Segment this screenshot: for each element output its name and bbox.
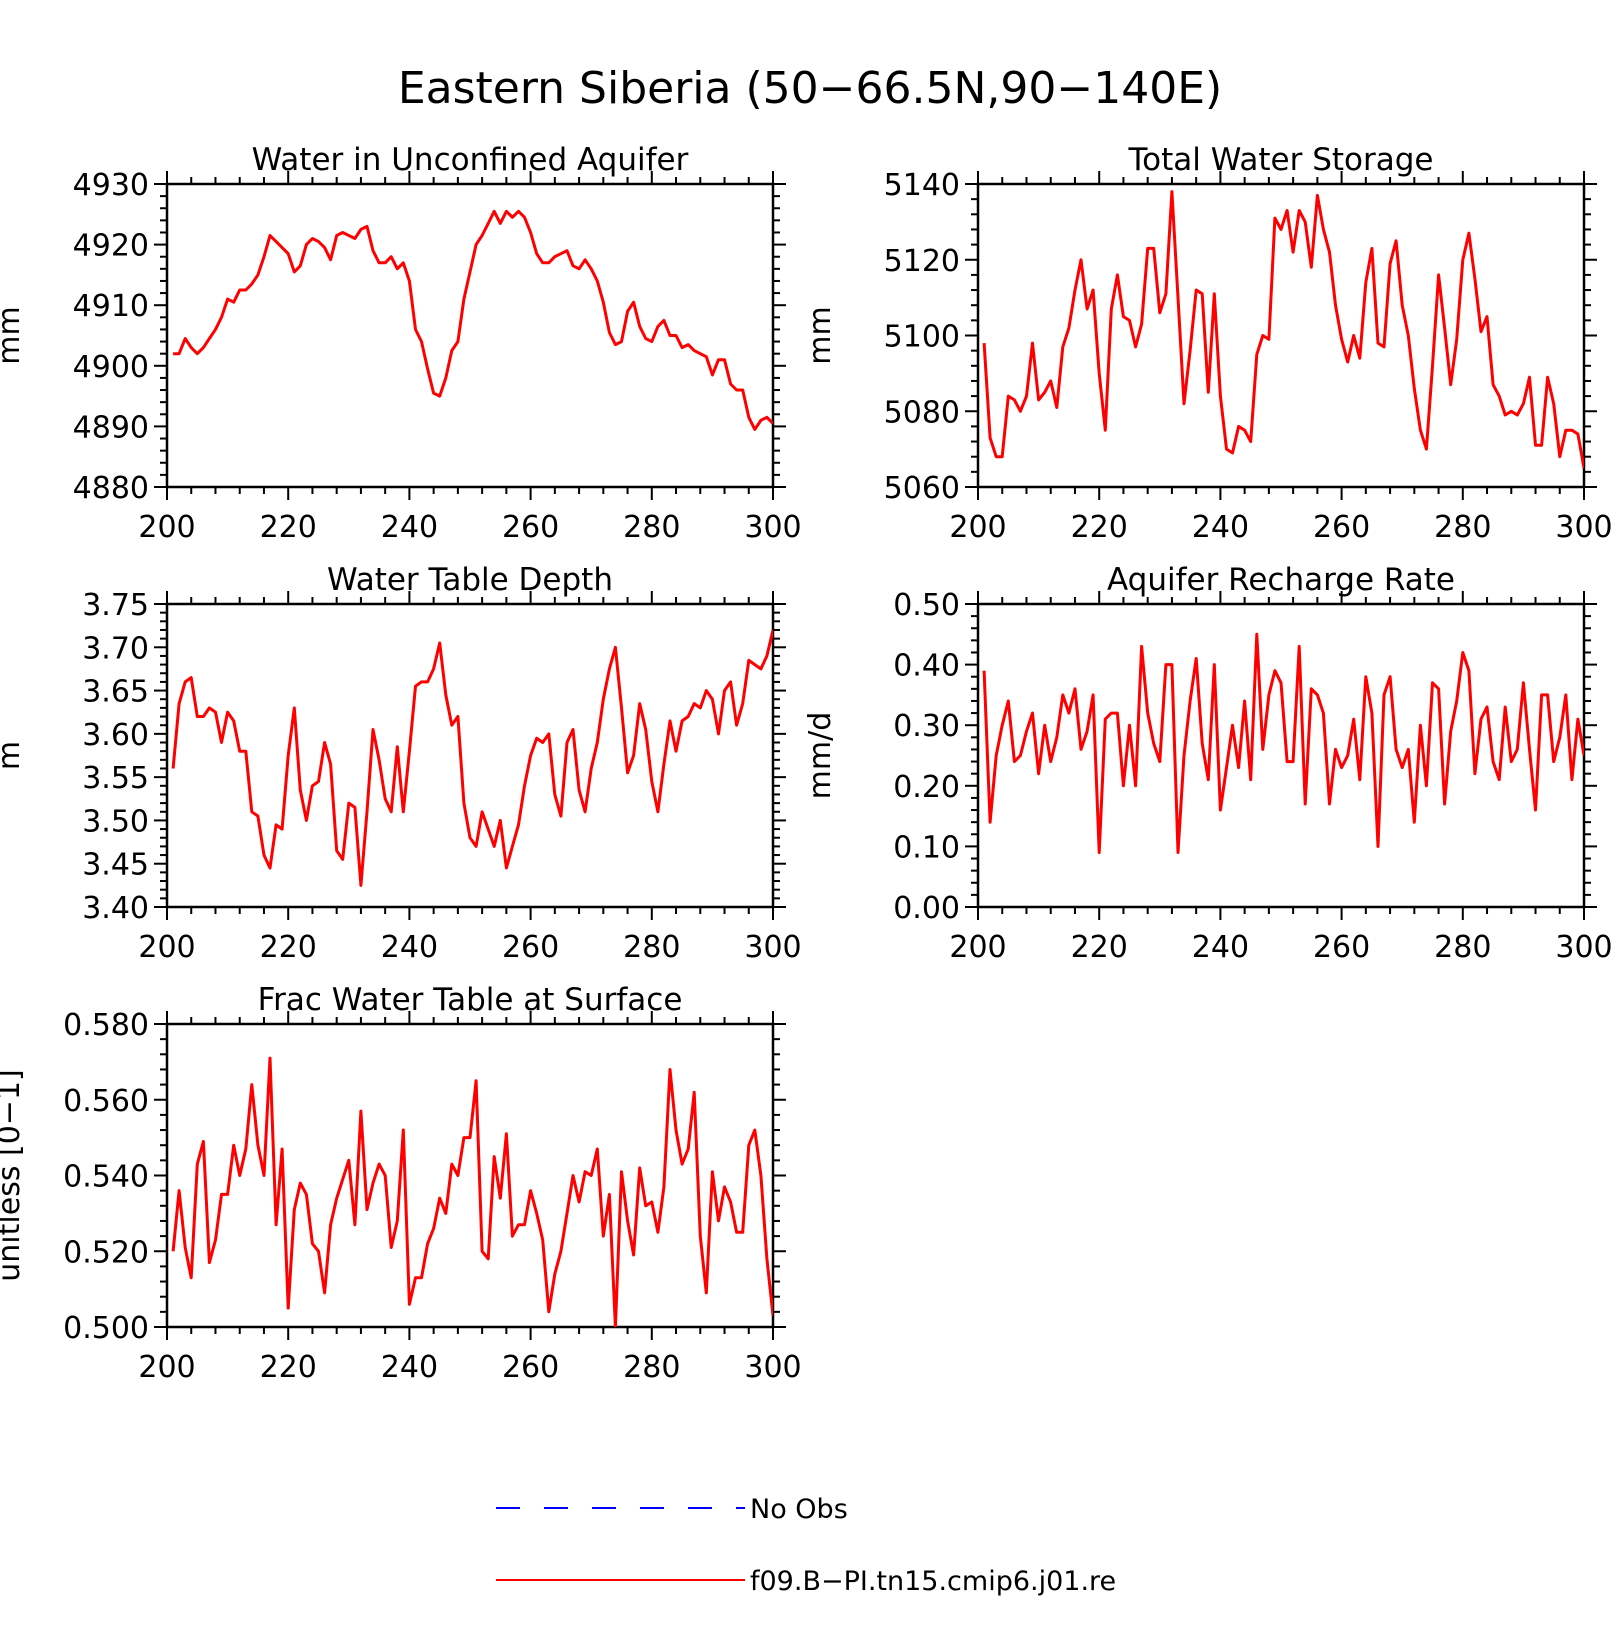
x-tick-label: 280 — [623, 930, 680, 965]
x-tick-label: 260 — [502, 510, 559, 545]
legend-label: f09.B−PI.tn15.cmip6.j01.re — [750, 1566, 1116, 1597]
x-tick-label: 240 — [1192, 510, 1249, 545]
y-tick-label: 3.75 — [82, 588, 149, 623]
y-tick-label: 0.560 — [63, 1084, 149, 1119]
panel-title: Total Water Storage — [1127, 142, 1433, 178]
x-tick-label: 240 — [1192, 930, 1249, 965]
series-line — [173, 209, 773, 431]
series-line — [171, 629, 773, 887]
y-tick-label: 0.20 — [893, 770, 960, 805]
panel-title: Frac Water Table at Surface — [258, 982, 683, 1018]
chart-panel-3: Water Table Depth m 200 220 240 260 280 300 3.40… — [0, 562, 802, 965]
y-tick-label: 3.40 — [82, 891, 149, 926]
chart-panel-1: Water in Unconfined Aquifer mm 200 220 240 26… — [0, 142, 802, 545]
x-tick-label: 280 — [1434, 510, 1491, 545]
x-tick-label: 220 — [260, 510, 317, 545]
x-tick-label: 260 — [502, 930, 559, 965]
y-tick-label: 5080 — [884, 395, 960, 430]
y-tick-label: 4930 — [73, 168, 149, 203]
x-tick-label: 240 — [381, 1350, 438, 1385]
panel-title: Aquifer Recharge Rate — [1107, 562, 1455, 598]
x-tick-label: 300 — [744, 1350, 801, 1385]
y-tick-label: 0.30 — [893, 709, 960, 744]
x-tick-label: 200 — [949, 510, 1006, 545]
x-tick-label: 200 — [138, 930, 195, 965]
y-tick-label: 0.580 — [63, 1008, 149, 1043]
x-tick-label: 280 — [1434, 930, 1491, 965]
y-axis-label: m — [0, 741, 27, 770]
y-tick-label: 0.540 — [63, 1160, 149, 1195]
y-tick-label: 3.45 — [82, 848, 149, 883]
y-axis-label: mm — [803, 306, 838, 364]
legend-item-2: f09.B−PI.tn15.cmip6.j01.re — [496, 1566, 1116, 1597]
x-tick-label: 220 — [260, 1350, 317, 1385]
y-tick-label: 0.40 — [893, 649, 960, 684]
legend-label: No Obs — [750, 1494, 848, 1525]
plot-frame — [165, 182, 775, 489]
y-tick-label: 4880 — [73, 471, 149, 506]
y-tick-label: 3.55 — [82, 761, 149, 796]
x-tick-label: 240 — [381, 930, 438, 965]
x-tick-label: 240 — [381, 510, 438, 545]
chart-panel-2: Total Water Storage mm 200 220 240 260 280 300 5… — [803, 142, 1613, 545]
x-tick-label: 280 — [623, 510, 680, 545]
y-tick-label: 0.500 — [63, 1311, 149, 1346]
x-tick-label: 300 — [744, 510, 801, 545]
x-tick-label: 220 — [1071, 510, 1128, 545]
y-tick-label: 5060 — [884, 471, 960, 506]
series-line — [171, 1056, 773, 1327]
plot-frame — [165, 602, 775, 909]
x-tick-label: 280 — [623, 1350, 680, 1385]
panel-title: Water Table Depth — [327, 562, 613, 598]
y-tick-label: 3.70 — [82, 631, 149, 666]
series-line — [982, 632, 1584, 854]
chart-panels: Water in Unconfined Aquifer mm 200 220 240 26… — [0, 142, 1613, 1385]
x-tick-label: 260 — [1313, 510, 1370, 545]
y-axis-label: mm — [0, 306, 27, 364]
y-tick-label: 5120 — [884, 244, 960, 279]
x-tick-label: 300 — [744, 930, 801, 965]
x-tick-label: 220 — [260, 930, 317, 965]
y-tick-label: 5100 — [884, 320, 960, 355]
y-tick-label: 4920 — [73, 229, 149, 264]
x-tick-label: 200 — [138, 510, 195, 545]
chart-panel-5: Frac Water Table at Surface unitless [0−1… — [0, 982, 802, 1385]
x-tick-label: 260 — [1313, 930, 1370, 965]
legend: No Obs f09.B−PI.tn15.cmip6.j01.re — [496, 1494, 1116, 1597]
panel-title: Water in Unconfined Aquifer — [252, 142, 689, 178]
x-tick-label: 220 — [1071, 930, 1128, 965]
y-tick-label: 0.520 — [63, 1235, 149, 1270]
y-tick-label: 5140 — [884, 168, 960, 203]
x-tick-label: 200 — [138, 1350, 195, 1385]
y-tick-label: 4900 — [73, 350, 149, 385]
plot-frame — [165, 1022, 775, 1329]
y-tick-label: 0.10 — [893, 830, 960, 865]
y-tick-label: 3.65 — [82, 675, 149, 710]
y-tick-label: 4910 — [73, 289, 149, 324]
x-tick-label: 300 — [1555, 930, 1612, 965]
series-line — [982, 190, 1584, 469]
y-tick-label: 4890 — [73, 410, 149, 445]
x-tick-label: 300 — [1555, 510, 1612, 545]
x-tick-label: 260 — [502, 1350, 559, 1385]
legend-item-1: No Obs — [496, 1494, 848, 1525]
y-axis-label: unitless [0−1] — [0, 1069, 27, 1281]
y-tick-label: 3.50 — [82, 804, 149, 839]
y-tick-label: 3.60 — [82, 718, 149, 753]
y-tick-label: 0.00 — [893, 891, 960, 926]
y-tick-label: 0.50 — [893, 588, 960, 623]
chart-panel-4: Aquifer Recharge Rate mm/d 200 220 240 260 280… — [803, 562, 1613, 965]
x-tick-label: 200 — [949, 930, 1006, 965]
y-axis-label: mm/d — [803, 712, 838, 800]
figure-title: Eastern Siberia (50−66.5N,90−140E) — [398, 63, 1222, 114]
